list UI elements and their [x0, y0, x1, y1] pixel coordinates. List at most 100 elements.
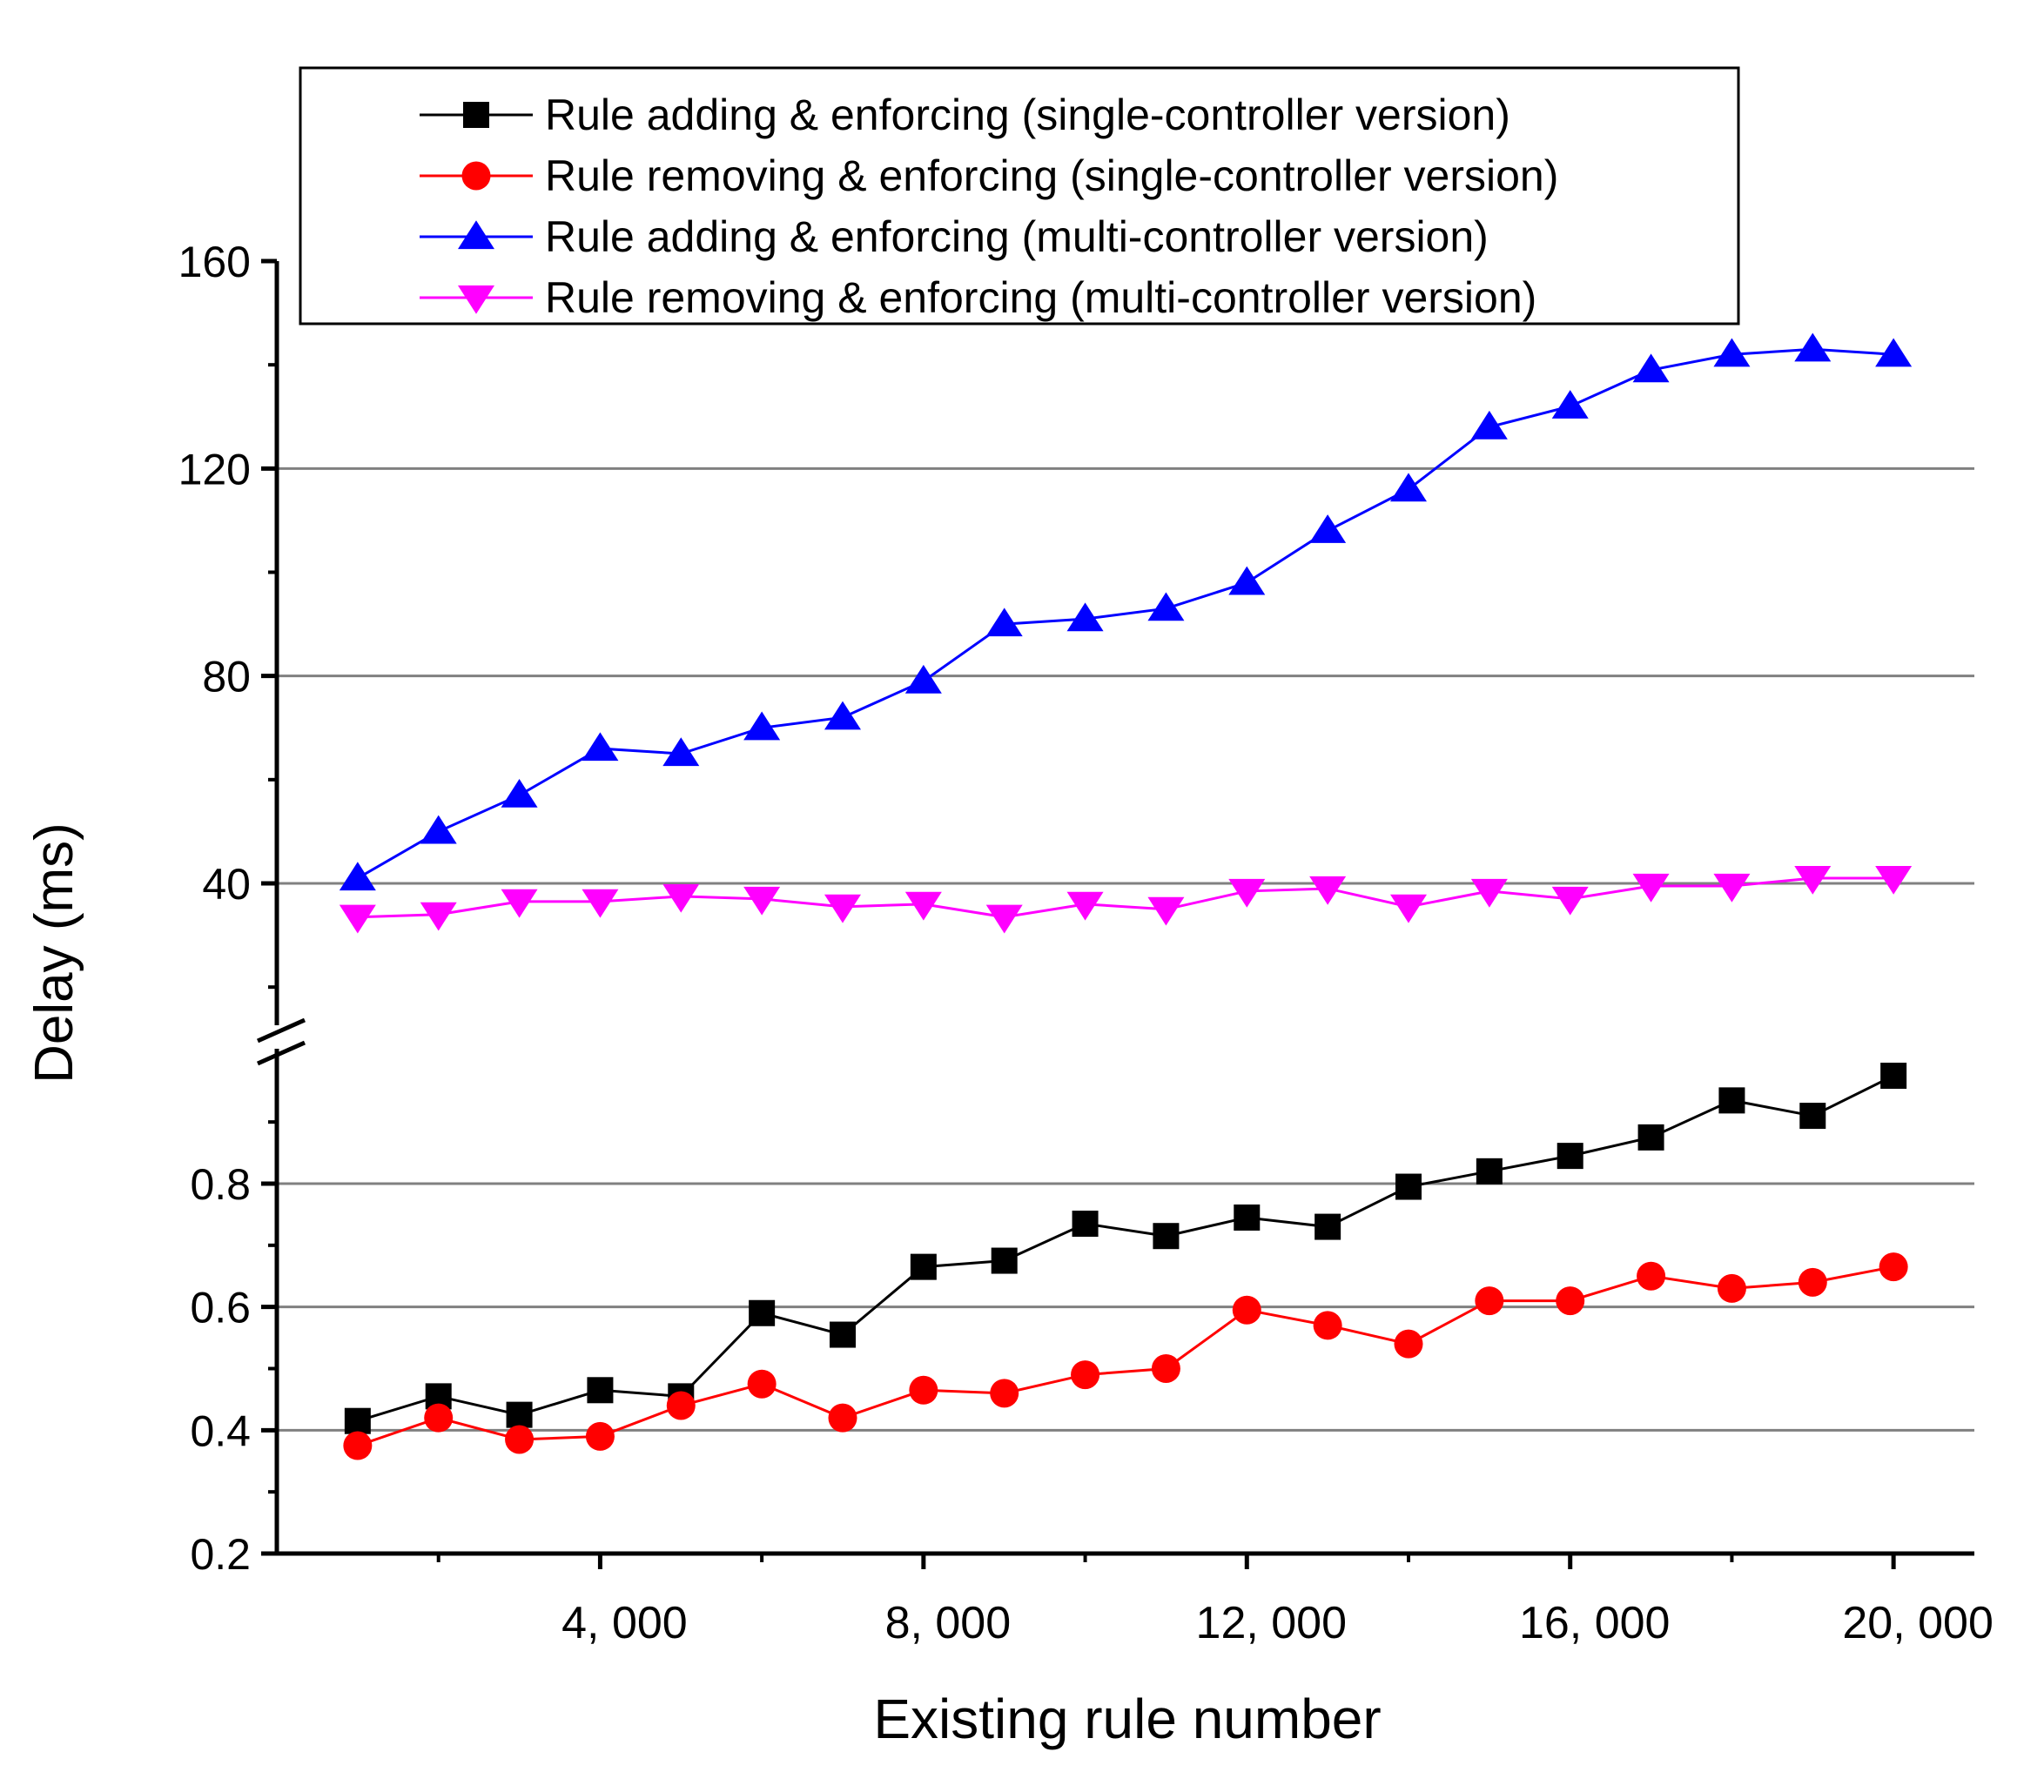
- marker-triangle-down: [1713, 873, 1751, 903]
- marker-circle: [1556, 1286, 1585, 1316]
- legend-box: [299, 66, 1740, 326]
- marker-triangle-down: [1551, 886, 1589, 916]
- marker-triangle-down: [1309, 876, 1347, 905]
- marker-circle: [424, 1403, 454, 1433]
- marker-square: [1637, 1124, 1664, 1151]
- marker-triangle-down: [458, 285, 494, 314]
- legend-entry: Rule adding & enforcing (multi-controlle…: [420, 212, 1489, 261]
- marker-triangle-up: [1309, 514, 1347, 543]
- marker-triangle-down: [420, 902, 457, 931]
- marker-triangle-up: [1794, 332, 1832, 362]
- marker-square: [344, 1407, 371, 1434]
- x-tick-label: 16, 000: [1519, 1598, 1671, 1648]
- y-tick-label: 0.4: [190, 1406, 251, 1455]
- marker-triangle-up: [1066, 602, 1104, 632]
- marker-square: [830, 1321, 856, 1348]
- marker-triangle-up: [1228, 566, 1266, 595]
- marker-circle: [1717, 1273, 1746, 1303]
- marker-square: [1557, 1143, 1583, 1170]
- legend-entry: Rule removing & enforcing (single-contro…: [420, 151, 1558, 200]
- y-tick-label: 0.8: [190, 1160, 251, 1209]
- marker-triangle-up: [1470, 410, 1508, 440]
- marker-triangle-down: [824, 894, 861, 923]
- marker-triangle-up: [904, 664, 942, 694]
- gridlines: [277, 466, 1974, 1432]
- marker-square: [1718, 1087, 1745, 1114]
- x-axis-label: Existing rule number: [873, 1688, 1381, 1750]
- y-tick-label: 120: [178, 445, 251, 493]
- marker-triangle-up: [458, 220, 494, 250]
- marker-square: [1153, 1223, 1180, 1250]
- marker-triangle-down: [904, 891, 942, 921]
- marker-square: [463, 102, 489, 128]
- marker-circle: [666, 1391, 696, 1420]
- marker-square: [749, 1299, 776, 1326]
- marker-triangle-up: [1390, 473, 1427, 502]
- axes: 40 80 120 160 0.2 0.4 0.6 0.8 4, 000 8, 000 12, 00…: [178, 238, 1994, 1648]
- x-tick-label: 4, 000: [561, 1598, 688, 1648]
- marker-triangle-down: [1228, 878, 1266, 908]
- marker-square: [1880, 1063, 1907, 1090]
- legend-label: Rule removing & enforcing (single-contro…: [545, 151, 1558, 200]
- y-tick-label: 160: [178, 238, 251, 286]
- marker-triangle-up: [662, 737, 700, 767]
- marker-circle: [585, 1421, 615, 1451]
- marker-triangle-up: [1713, 338, 1751, 367]
- marker-triangle-up: [1147, 592, 1185, 621]
- legend-entry: Rule removing & enforcing (multi-control…: [420, 273, 1536, 322]
- marker-square: [1476, 1158, 1503, 1185]
- data-series: [339, 332, 1913, 1460]
- marker-square: [1799, 1103, 1826, 1130]
- series-line: [357, 347, 1894, 880]
- marker-triangle-up: [420, 815, 457, 844]
- marker-triangle-down: [1875, 865, 1913, 895]
- marker-triangle-down: [743, 886, 781, 916]
- legend: Rule adding & enforcing (single-controll…: [299, 66, 1740, 326]
- series-line: [357, 1265, 1894, 1447]
- marker-triangle-up: [743, 711, 781, 741]
- marker-circle: [909, 1375, 938, 1405]
- marker-triangle-up: [582, 732, 619, 762]
- marker-triangle-up: [339, 862, 376, 891]
- marker-square: [1395, 1173, 1422, 1200]
- marker-circle: [828, 1403, 857, 1433]
- marker-circle: [990, 1379, 1019, 1408]
- marker-circle: [343, 1431, 373, 1460]
- marker-triangle-up: [1632, 353, 1670, 383]
- marker-triangle-down: [1390, 894, 1427, 923]
- marker-triangle-down: [501, 889, 538, 918]
- marker-circle: [1313, 1311, 1342, 1340]
- marker-circle: [1475, 1286, 1504, 1316]
- marker-triangle-down: [1147, 896, 1185, 926]
- marker-circle: [1071, 1360, 1100, 1390]
- series-2: [343, 1252, 1908, 1460]
- axis-break-mark: [256, 1017, 306, 1044]
- marker-circle: [1394, 1329, 1423, 1359]
- marker-triangle-down: [1470, 878, 1508, 908]
- marker-triangle-down: [582, 889, 619, 918]
- x-tick-label: 12, 000: [1196, 1598, 1348, 1648]
- marker-square: [1314, 1213, 1341, 1240]
- y-tick-label: 0.2: [190, 1530, 251, 1579]
- marker-triangle-down: [1632, 873, 1670, 903]
- legend-label: Rule adding & enforcing (multi-controlle…: [545, 212, 1489, 261]
- marker-triangle-up: [501, 778, 538, 808]
- y-tick-label: 40: [202, 860, 251, 909]
- marker-circle: [1798, 1267, 1827, 1297]
- x-tick-label: 20, 000: [1842, 1598, 1994, 1648]
- marker-triangle-up: [1875, 338, 1913, 367]
- y-axis-label: Delay (ms): [24, 822, 84, 1084]
- axis-break-mark: [256, 1040, 306, 1066]
- marker-triangle-down: [1794, 865, 1832, 895]
- marker-square: [506, 1401, 533, 1428]
- series-line: [357, 876, 1894, 919]
- legend-label: Rule removing & enforcing (multi-control…: [545, 273, 1536, 322]
- series-line: [357, 1074, 1894, 1423]
- marker-circle: [747, 1369, 777, 1399]
- marker-circle: [1637, 1261, 1666, 1291]
- marker-triangle-down: [339, 904, 376, 934]
- y-tick-label: 0.6: [190, 1284, 251, 1332]
- marker-triangle-up: [985, 607, 1023, 637]
- marker-triangle-up: [824, 701, 861, 730]
- marker-triangle-up: [1551, 390, 1589, 419]
